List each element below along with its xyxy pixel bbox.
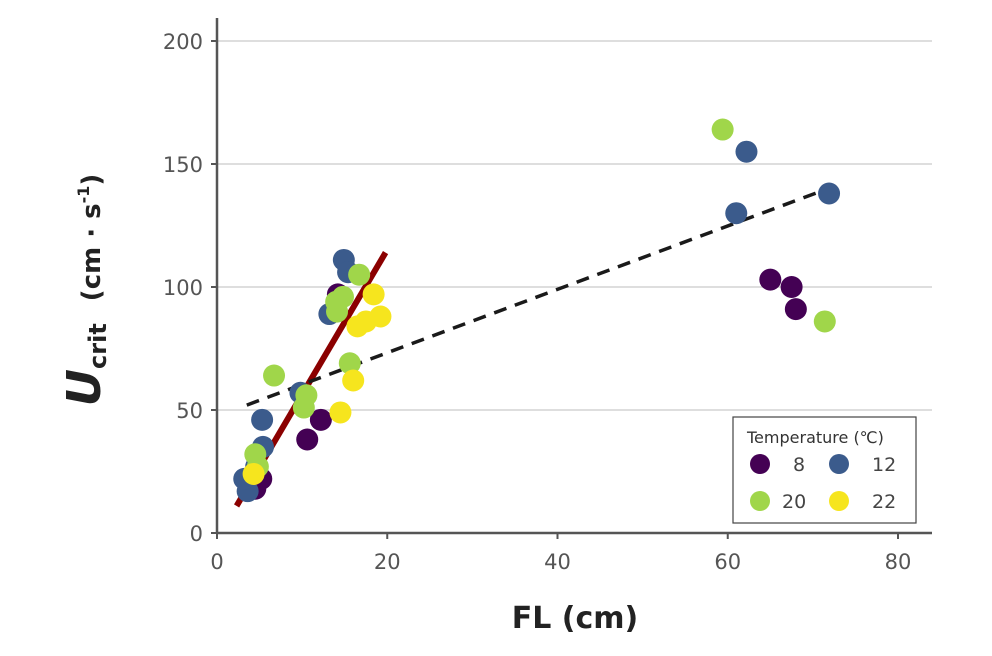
x-axis-title: FL (cm) bbox=[512, 601, 639, 636]
legend-label-8: 8 bbox=[793, 454, 805, 476]
x-tick-label-60: 60 bbox=[714, 550, 741, 574]
data-point-12-5 bbox=[251, 408, 274, 431]
y-axis-title: Ucrit (cm · s-1) bbox=[57, 174, 112, 407]
data-point-22-6 bbox=[362, 283, 385, 306]
y-axis-title-subscript: crit bbox=[84, 323, 112, 369]
data-point-8-8 bbox=[780, 276, 803, 298]
axes bbox=[215, 18, 932, 535]
x-tick-label-40: 40 bbox=[544, 550, 571, 574]
data-point-22-3 bbox=[342, 369, 365, 392]
y-tick-label-150: 150 bbox=[163, 153, 203, 177]
x-tick-label-80: 80 bbox=[885, 550, 912, 574]
y-tick-label-0: 0 bbox=[190, 522, 203, 546]
data-point-20-9 bbox=[338, 352, 361, 375]
legend-swatch-8 bbox=[750, 454, 770, 474]
legend-title: Temperature (℃) bbox=[746, 428, 884, 447]
legend-swatch-12 bbox=[829, 454, 849, 474]
data-point-20-10 bbox=[348, 263, 371, 286]
data-point-22-1 bbox=[242, 462, 265, 485]
y-tick-label-200: 200 bbox=[163, 30, 203, 54]
legend: Temperature (℃) 8 12 20 22 bbox=[732, 416, 917, 524]
data-point-22-2 bbox=[329, 401, 352, 424]
data-point-8-5 bbox=[309, 408, 332, 431]
legend-label-20: 20 bbox=[782, 491, 806, 513]
data-point-22-7 bbox=[369, 305, 392, 328]
data-points bbox=[233, 118, 841, 503]
data-point-12-11 bbox=[735, 140, 758, 163]
data-point-8-9 bbox=[784, 298, 807, 321]
y-axis-title-main: U bbox=[57, 369, 111, 406]
data-point-12-12 bbox=[818, 182, 841, 205]
legend-swatch-22 bbox=[829, 491, 849, 511]
legend-swatch-20 bbox=[750, 491, 770, 511]
legend-label-12: 12 bbox=[872, 454, 896, 476]
data-point-20-5 bbox=[295, 384, 318, 407]
legend-label-22: 22 bbox=[872, 491, 896, 513]
y-tick-label-100: 100 bbox=[163, 276, 203, 300]
y-tick-label-50: 50 bbox=[176, 399, 203, 423]
data-point-8-7 bbox=[759, 268, 782, 291]
fit-line-dashed bbox=[246, 189, 822, 407]
data-point-20-8 bbox=[326, 300, 349, 323]
data-point-20-3 bbox=[263, 364, 286, 387]
x-tick-label-20: 20 bbox=[374, 550, 401, 574]
y-axis-title-unit-superscript: -1 bbox=[74, 186, 93, 204]
data-point-12-10 bbox=[725, 202, 748, 225]
tick-labels: 0 20 40 60 80 0 50 100 150 200 bbox=[163, 30, 911, 574]
y-axis-title-unit-suffix: ) bbox=[77, 174, 107, 186]
data-point-20-11 bbox=[711, 118, 734, 141]
data-point-20-12 bbox=[813, 310, 836, 333]
x-tick-label-0: 0 bbox=[210, 550, 223, 574]
svg-text:Ucrit(cm · s-1): Ucrit (cm · s-1) bbox=[57, 174, 112, 407]
y-axis-title-unit: (cm · s bbox=[77, 203, 107, 301]
data-point-8-4 bbox=[296, 428, 319, 451]
